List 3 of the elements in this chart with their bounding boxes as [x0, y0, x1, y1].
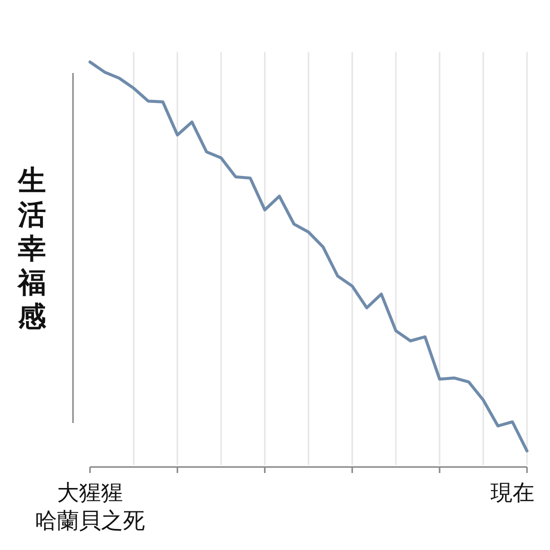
x-tick-label: 大猩猩哈蘭貝之死 — [35, 481, 145, 534]
x-tick-label: 現在 — [490, 481, 534, 506]
y-axis-title: 生活幸福感 — [16, 164, 47, 333]
